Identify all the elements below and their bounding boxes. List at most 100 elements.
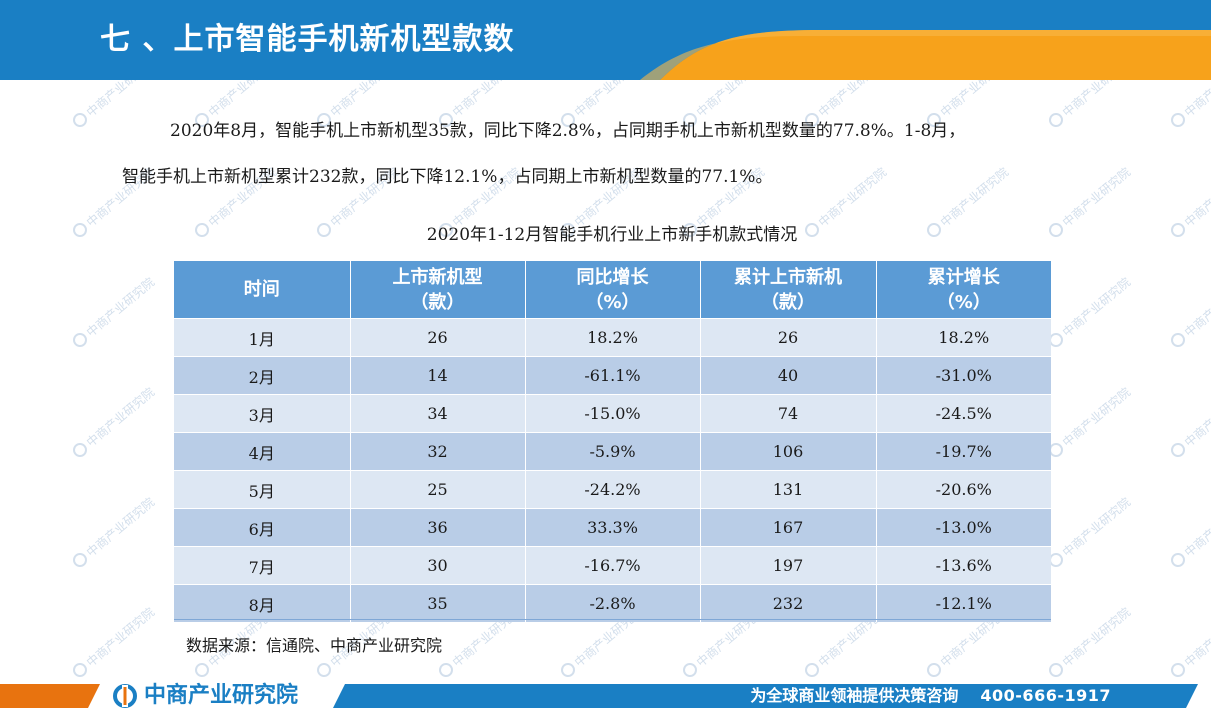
cell-new-models: 32 [350,432,526,471]
watermark-mark: 中商产业研究院 [73,274,157,347]
table-row: 7月 30 -16.7% 197 -13.6% [174,546,1051,585]
cell-cumulative-models: 131 [700,470,877,509]
svg-text:中商产业研究院: 中商产业研究院 [1059,274,1133,339]
cell-yoy-growth: 18.2% [525,318,701,357]
header-banner: 七 、上市智能手机新机型款数 [0,0,1211,80]
cell-cumulative-models: 40 [700,356,877,395]
cell-month: 7月 [174,546,351,585]
watermark-mark: 中商产业研究院 [1171,164,1211,237]
cell-yoy-growth: -15.0% [525,394,701,433]
cell-cumulative-models: 26 [700,318,877,357]
cell-cumulative-growth: -13.6% [876,546,1051,585]
footer-phone: 400-666-1917 [980,686,1111,705]
header-yoy-growth: 同比增长 （%） [525,261,701,319]
svg-text:中商产业研究院: 中商产业研究院 [1181,384,1211,449]
svg-text:中商产业研究院: 中商产业研究院 [1059,384,1133,449]
cell-month: 6月 [174,508,351,547]
svg-text:中商产业研究院: 中商产业研究院 [1181,274,1211,339]
cell-yoy-growth: -16.7% [525,546,701,585]
watermark-mark: 中商产业研究院 [73,494,157,567]
table-bottom-rule [174,619,1051,620]
page-title: 七 、上市智能手机新机型款数 [100,22,515,57]
footer-brand-name: 中商产业研究院 [144,683,299,708]
table-row: 3月 34 -15.0% 74 -24.5% [174,394,1051,433]
cell-yoy-growth: -61.1% [525,356,701,395]
footer-stripe [0,684,1198,708]
cell-cumulative-growth: -13.0% [876,508,1051,547]
intro-paragraph: 2020年8月，智能手机上市新机型35款，同比下降2.8%，占同期手机上市新机型… [122,108,1152,200]
header-cumulative-models: 累计上市新机 （款） [700,261,877,319]
table-row: 5月 25 -24.2% 131 -20.6% [174,470,1051,509]
smartphone-models-table: 时间 上市新机型 （款） 同比增长 （%） 累计上市新机 （款） 累计增长 （%… [174,261,1051,622]
watermark-mark: 中商产业研究院 [1049,274,1133,347]
cell-cumulative-models: 232 [700,584,877,622]
watermark-mark: 中商产业研究院 [1049,384,1133,457]
header-cumulative-growth: 累计增长 （%） [876,261,1051,319]
watermark-mark: 中商产业研究院 [73,384,157,457]
brand-logo-icon [113,684,137,708]
svg-text:中商产业研究院: 中商产业研究院 [83,274,157,339]
svg-text:中商产业研究院: 中商产业研究院 [83,494,157,559]
svg-text:中商产业研究院: 中商产业研究院 [83,604,157,669]
watermark-mark: 中商产业研究院 [1171,604,1211,677]
cell-yoy-growth: -2.8% [525,584,701,622]
table-row: 4月 32 -5.9% 106 -19.7% [174,432,1051,471]
cell-cumulative-models: 74 [700,394,877,433]
svg-text:中商产业研究院: 中商产业研究院 [1181,494,1211,559]
cell-yoy-growth: -5.9% [525,432,701,471]
footer-brand: 中商产业研究院 [112,682,298,710]
cell-month: 1月 [174,318,351,357]
svg-text:中商产业研究院: 中商产业研究院 [1059,494,1133,559]
svg-text:中商产业研究院: 中商产业研究院 [1181,604,1211,669]
cell-month: 2月 [174,356,351,395]
watermark-mark: 中商产业研究院 [1171,274,1211,347]
intro-line-1: 2020年8月，智能手机上市新机型35款，同比下降2.8%，占同期手机上市新机型… [170,121,966,141]
header-orange-swoosh [640,30,1211,80]
cell-cumulative-models: 197 [700,546,877,585]
cell-cumulative-growth: 18.2% [876,318,1051,357]
cell-new-models: 36 [350,508,526,547]
svg-text:中商产业研究院: 中商产业研究院 [1181,80,1211,120]
cell-yoy-growth: 33.3% [525,508,701,547]
intro-line-2: 智能手机上市新机型累计232款，同比下降12.1%，占同期上市新机型数量的77.… [122,167,773,187]
svg-text:中商产业研究院: 中商产业研究院 [1181,164,1211,229]
data-source-note: 数据来源：信通院、中商产业研究院 [186,636,443,655]
cell-new-models: 25 [350,470,526,509]
watermark-mark: 中商产业研究院 [1049,494,1133,567]
watermark-mark: 中商产业研究院 [1171,494,1211,567]
table-row: 1月 26 18.2% 26 18.2% [174,318,1051,357]
cell-month: 5月 [174,470,351,509]
watermark-mark: 中商产业研究院 [1171,80,1211,127]
cell-new-models: 34 [350,394,526,433]
cell-new-models: 14 [350,356,526,395]
cell-month: 3月 [174,394,351,433]
cell-new-models: 35 [350,584,526,622]
cell-cumulative-models: 106 [700,432,877,471]
cell-new-models: 26 [350,318,526,357]
svg-text:中商产业研究院: 中商产业研究院 [83,384,157,449]
watermark-mark: 中商产业研究院 [1171,384,1211,457]
table-caption: 2020年1-12月智能手机行业上市新手机款式情况 [426,225,798,245]
watermark-mark: 中商产业研究院 [73,604,157,677]
svg-text:中商产业研究院: 中商产业研究院 [1059,604,1133,669]
footer-bar: 中商产业研究院 为全球商业领袖提供决策咨询 400-666-1917 [0,680,1211,712]
header-month: 时间 [174,261,351,319]
table-header-row: 时间 上市新机型 （款） 同比增长 （%） 累计上市新机 （款） 累计增长 （%… [174,261,1051,319]
table-row: 8月 35 -2.8% 232 -12.1% [174,584,1051,622]
cell-yoy-growth: -24.2% [525,470,701,509]
footer-slogan-text: 为全球商业领袖提供决策咨询 [750,686,959,705]
cell-cumulative-growth: -24.5% [876,394,1051,433]
header-new-models: 上市新机型 （款） [350,261,526,319]
cell-month: 4月 [174,432,351,471]
cell-cumulative-growth: -31.0% [876,356,1051,395]
footer-slogan: 为全球商业领袖提供决策咨询 400-666-1917 [750,683,1111,709]
table-row: 6月 36 33.3% 167 -13.0% [174,508,1051,547]
cell-new-models: 30 [350,546,526,585]
cell-cumulative-growth: -20.6% [876,470,1051,509]
cell-cumulative-models: 167 [700,508,877,547]
cell-month: 8月 [174,584,351,622]
table-row: 2月 14 -61.1% 40 -31.0% [174,356,1051,395]
watermark-mark: 中商产业研究院 [1049,604,1133,677]
cell-cumulative-growth: -12.1% [876,584,1051,622]
cell-cumulative-growth: -19.7% [876,432,1051,471]
